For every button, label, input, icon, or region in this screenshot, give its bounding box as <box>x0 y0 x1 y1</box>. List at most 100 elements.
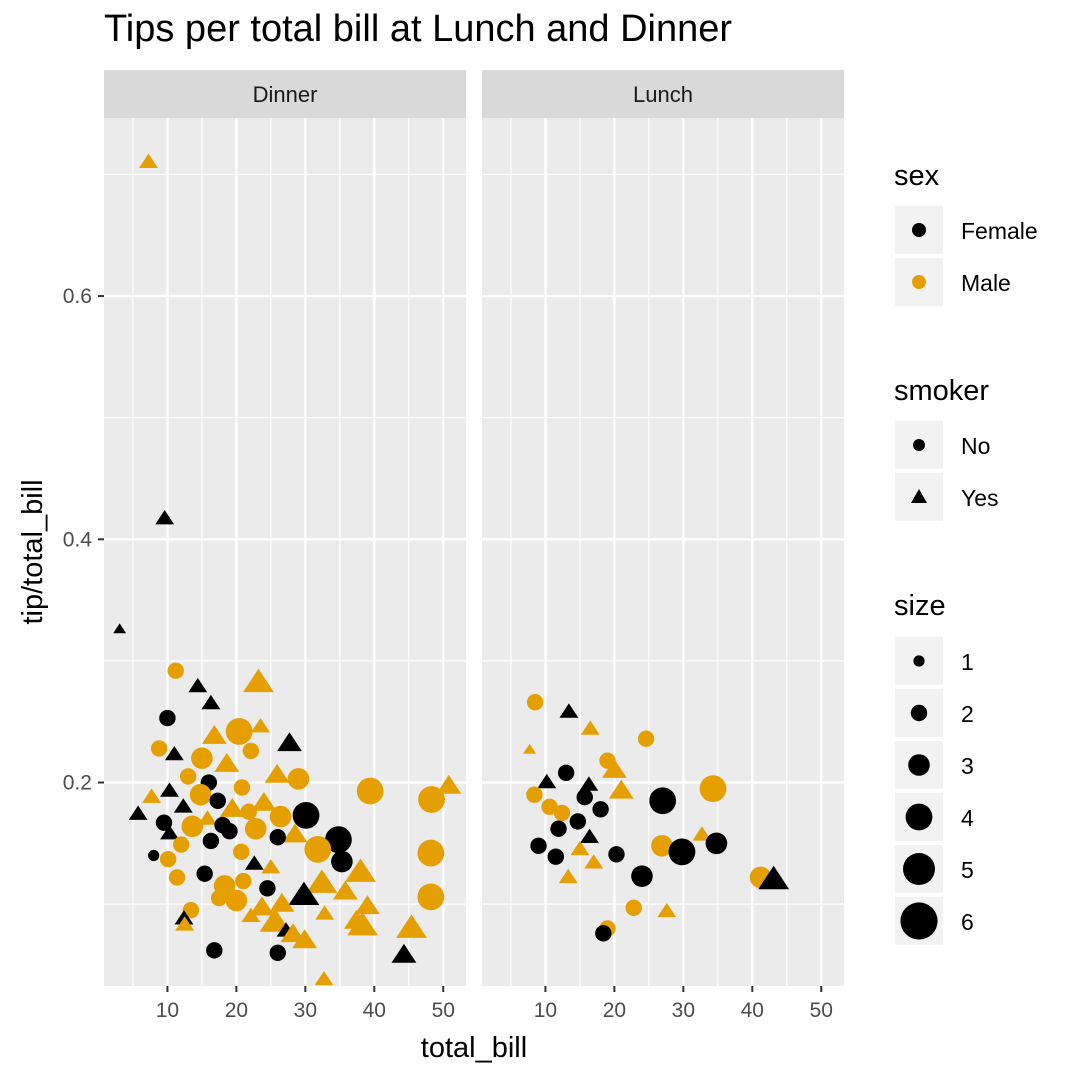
data-point-circle <box>705 832 728 855</box>
data-point-triangle <box>396 914 427 938</box>
data-point-triangle <box>391 943 417 963</box>
data-point-triangle <box>579 776 599 791</box>
data-point-circle <box>173 836 190 853</box>
data-point-circle <box>526 786 543 803</box>
data-point-triangle <box>219 797 245 817</box>
data-point-triangle <box>292 929 318 949</box>
data-point-triangle <box>601 759 627 778</box>
data-point-circle <box>557 764 575 782</box>
legend-sex-title: sex <box>894 160 940 192</box>
data-point-triangle <box>142 788 162 803</box>
data-point-circle <box>235 872 252 890</box>
points-lunch <box>523 694 790 942</box>
data-point-circle <box>148 849 160 862</box>
data-point-circle <box>269 829 286 846</box>
data-point-triangle <box>251 717 270 733</box>
legend-symbol-no <box>913 439 925 451</box>
data-point-triangle <box>264 763 290 783</box>
data-point-circle <box>159 709 176 727</box>
data-point-triangle <box>558 868 578 884</box>
data-point-triangle <box>315 905 335 920</box>
x-tick-label: 50 <box>810 999 833 1022</box>
data-point-circle <box>553 804 571 822</box>
legend-label-female: Female <box>961 218 1038 244</box>
legend-symbol-size-5 <box>903 853 935 885</box>
data-point-triangle <box>584 854 604 869</box>
data-point-triangle <box>657 902 677 918</box>
data-point-circle <box>592 801 609 818</box>
data-point-triangle <box>523 743 537 754</box>
x-tick-label: 10 <box>156 999 179 1022</box>
data-point-triangle <box>282 823 308 843</box>
data-point-triangle <box>188 677 208 693</box>
points-dinner <box>113 153 462 986</box>
data-point-circle <box>179 768 197 785</box>
data-point-circle <box>181 815 204 838</box>
gridlines-lunch <box>482 118 844 986</box>
legend-label-male: Male <box>961 270 1011 296</box>
data-point-triangle <box>175 916 195 931</box>
legend-smoker: smoker No Yes <box>894 375 999 521</box>
legend-symbol-yes <box>911 489 927 503</box>
data-point-circle <box>155 814 173 831</box>
data-point-circle <box>269 805 292 828</box>
data-point-triangle <box>347 911 378 936</box>
data-point-circle <box>240 803 257 820</box>
data-point-circle <box>651 834 673 857</box>
data-point-circle <box>242 742 260 760</box>
x-tick-label: 40 <box>363 999 386 1022</box>
data-point-triangle <box>261 859 281 874</box>
data-point-triangle <box>139 153 158 169</box>
data-point-triangle <box>306 869 338 893</box>
data-point-triangle <box>164 745 184 761</box>
data-point-triangle <box>173 798 193 813</box>
y-tick-label: 0.4 <box>63 528 93 551</box>
data-point-triangle <box>249 896 275 916</box>
data-point-triangle <box>280 923 306 943</box>
data-point-triangle <box>160 825 179 840</box>
data-point-circle <box>649 787 677 815</box>
data-point-circle <box>150 740 168 757</box>
data-point-triangle <box>436 774 462 794</box>
data-point-triangle <box>354 895 380 915</box>
data-point-circle <box>191 747 213 770</box>
legend-symbol-size-2 <box>910 704 928 722</box>
x-tick-label: 50 <box>432 999 455 1022</box>
data-point-circle <box>668 838 696 866</box>
x-tick-label: 30 <box>672 999 695 1022</box>
data-point-circle <box>541 798 558 816</box>
data-point-triangle <box>201 694 221 710</box>
legend-symbol-size-4 <box>905 803 933 831</box>
x-tick-label: 30 <box>294 999 317 1022</box>
facet-panel-dinner: Dinner <box>104 70 466 986</box>
data-point-circle <box>168 869 186 886</box>
data-point-triangle <box>244 855 264 870</box>
data-point-circle <box>167 662 184 679</box>
data-point-triangle <box>288 881 320 906</box>
data-point-circle <box>569 813 587 830</box>
data-point-triangle <box>251 791 277 811</box>
data-point-triangle <box>113 623 127 634</box>
data-point-circle <box>418 786 445 813</box>
data-point-circle <box>625 899 642 916</box>
gridlines-dinner <box>104 118 466 986</box>
legend-label-size-5: 5 <box>961 857 974 883</box>
data-point-circle <box>547 848 564 865</box>
legend-label-yes: Yes <box>961 485 999 511</box>
legend-size: size 1 2 3 4 5 6 <box>894 590 974 945</box>
legend-symbol-male <box>912 275 926 289</box>
data-point-triangle <box>269 892 295 912</box>
data-point-circle <box>233 779 251 796</box>
legend-smoker-title: smoker <box>894 375 989 407</box>
legend-symbol-size-6 <box>900 902 938 940</box>
data-point-triangle <box>314 970 334 986</box>
data-point-circle <box>576 788 593 806</box>
data-point-circle <box>637 730 655 747</box>
x-tick-label: 20 <box>603 999 626 1022</box>
legend-label-size-1: 1 <box>961 649 974 675</box>
data-point-circle <box>210 889 228 907</box>
facet-strip-label-lunch: Lunch <box>633 82 693 107</box>
data-point-circle <box>287 768 310 790</box>
data-point-circle <box>244 817 267 840</box>
data-point-circle <box>699 775 727 803</box>
